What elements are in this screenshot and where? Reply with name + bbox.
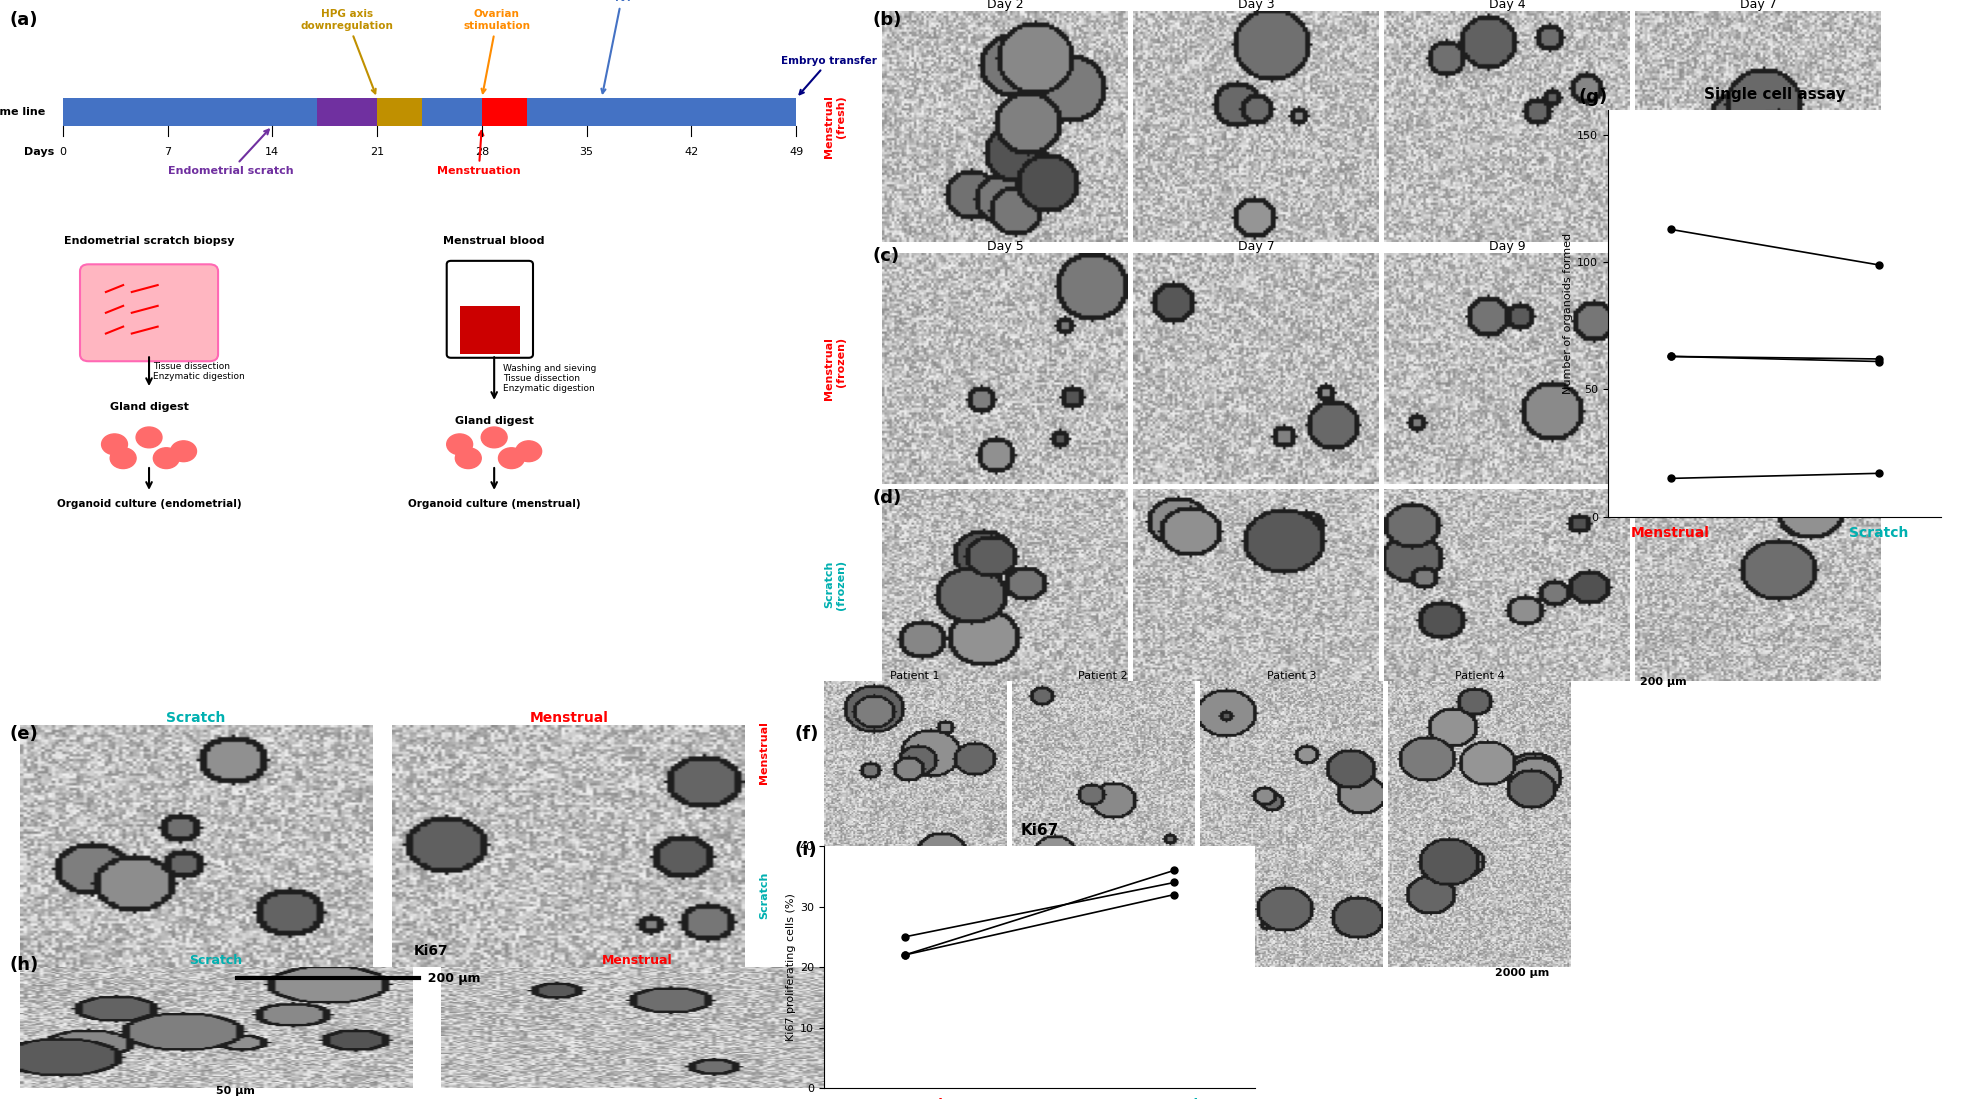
Text: Menstruation: Menstruation [437, 131, 520, 176]
Text: Days: Days [24, 146, 55, 156]
Text: 2000 μm: 2000 μm [1494, 967, 1549, 978]
Bar [318, 98, 377, 125]
Text: Organoid culture (endometrial): Organoid culture (endometrial) [57, 499, 241, 509]
Text: Organoid culture (menstrual): Organoid culture (menstrual) [408, 499, 580, 509]
Text: 35: 35 [580, 146, 594, 156]
Text: Endometrial scratch: Endometrial scratch [167, 130, 292, 176]
Text: (g): (g) [1579, 88, 1608, 106]
Text: (f): (f) [794, 725, 818, 743]
Bar [692, 98, 796, 125]
Title: Ki67: Ki67 [1020, 823, 1059, 839]
Text: Menstrual: Menstrual [759, 721, 769, 785]
Title: Day 7: Day 7 [1237, 240, 1275, 253]
Text: Ki67: Ki67 [414, 944, 449, 957]
Text: HPG axis
downregulation: HPG axis downregulation [300, 9, 394, 93]
Circle shape [516, 441, 541, 462]
Circle shape [110, 447, 135, 468]
Title: Patient 1: Patient 1 [890, 670, 939, 680]
Bar [377, 98, 422, 125]
Text: Scratch: Scratch [759, 872, 769, 920]
Text: Gland digest: Gland digest [110, 402, 188, 412]
Title: Day 9: Day 9 [1488, 240, 1526, 253]
Title: Patient 4: Patient 4 [1455, 670, 1504, 680]
Text: 7: 7 [165, 146, 171, 156]
Text: Ovarian
stimulation: Ovarian stimulation [463, 9, 529, 93]
Text: (d): (d) [873, 489, 902, 507]
Y-axis label: Ki67 proliferating cells (%): Ki67 proliferating cells (%) [786, 893, 796, 1041]
FancyBboxPatch shape [447, 260, 533, 358]
Text: hCG
Oocyte retrieval
IVF: hCG Oocyte retrieval IVF [577, 0, 673, 93]
Text: 49: 49 [788, 146, 804, 156]
Bar [482, 98, 528, 125]
Text: 21: 21 [371, 146, 384, 156]
Text: (a): (a) [10, 11, 39, 29]
Title: Patient 2: Patient 2 [1079, 670, 1128, 680]
Title: Single cell assay: Single cell assay [1704, 87, 1845, 102]
Title: Patient 3: Patient 3 [1267, 670, 1316, 680]
Text: Scratch
(frozen): Scratch (frozen) [824, 560, 845, 610]
Text: Gland digest: Gland digest [455, 415, 533, 425]
Title: Day 5: Day 5 [986, 240, 1024, 253]
Text: Menstrual blood: Menstrual blood [443, 235, 545, 245]
Text: Tissue dissection
Enzymatic digestion: Tissue dissection Enzymatic digestion [153, 362, 245, 381]
Title: Day 7: Day 7 [1739, 0, 1777, 11]
Text: 50 μm: 50 μm [216, 1086, 255, 1096]
Bar [63, 98, 796, 125]
Circle shape [455, 447, 480, 468]
Circle shape [498, 447, 524, 468]
Text: Menstrual
(fresh): Menstrual (fresh) [824, 95, 845, 158]
Text: (b): (b) [873, 11, 902, 29]
FancyBboxPatch shape [80, 264, 218, 362]
Text: 0: 0 [59, 146, 67, 156]
Circle shape [135, 428, 163, 447]
Text: (h): (h) [10, 956, 39, 974]
Text: Embryo transfer: Embryo transfer [780, 56, 877, 95]
Text: 42: 42 [684, 146, 698, 156]
Text: (i): (i) [794, 841, 818, 858]
Circle shape [102, 434, 127, 455]
Text: Washing and sieving
Tissue dissection
Enzymatic digestion: Washing and sieving Tissue dissection En… [502, 364, 596, 393]
Circle shape [153, 447, 178, 468]
Text: (c): (c) [873, 247, 900, 265]
Text: Time line: Time line [0, 107, 45, 116]
Text: Endometrial scratch biopsy: Endometrial scratch biopsy [65, 235, 233, 245]
Circle shape [171, 441, 196, 462]
Bar [459, 306, 520, 354]
Text: 200 μm: 200 μm [420, 972, 480, 985]
Title: Scratch: Scratch [188, 954, 243, 967]
Title: Menstrual: Menstrual [602, 954, 673, 967]
Text: 28: 28 [475, 146, 488, 156]
Circle shape [447, 434, 473, 455]
Circle shape [480, 428, 508, 447]
Title: Scratch: Scratch [167, 711, 226, 725]
Text: 200 μm: 200 μm [1639, 677, 1686, 687]
Text: (e): (e) [10, 725, 39, 743]
Text: 14: 14 [265, 146, 278, 156]
Title: Menstrual: Menstrual [529, 711, 608, 725]
Title: Day 3: Day 3 [1237, 0, 1275, 11]
Text: Menstrual
(frozen): Menstrual (frozen) [824, 336, 845, 400]
Title: Day 11: Day 11 [1735, 240, 1781, 253]
Y-axis label: Number of organoids formed: Number of organoids formed [1563, 233, 1573, 393]
Bar [422, 98, 482, 125]
Title: Day 2: Day 2 [986, 0, 1024, 11]
Title: Day 4: Day 4 [1488, 0, 1526, 11]
Bar [528, 98, 692, 125]
